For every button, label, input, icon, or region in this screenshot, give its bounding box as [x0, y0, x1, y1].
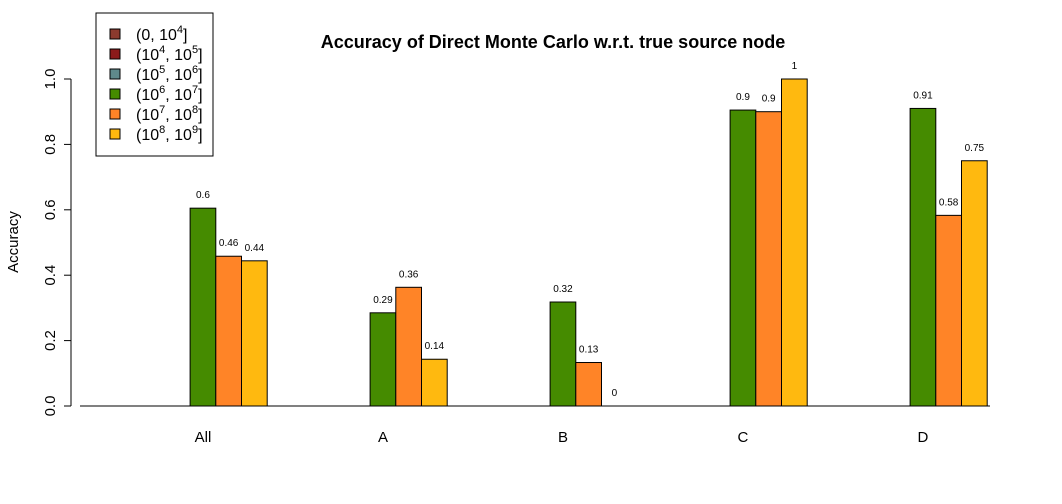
legend-text-part: (10: [136, 67, 159, 84]
bar: [395, 286, 422, 407]
bar-value-label: 0.91: [913, 90, 933, 101]
legend-exponent: 7: [159, 104, 165, 116]
legend-text-part: ]: [198, 127, 202, 144]
bar-value-label: 0.9: [762, 94, 776, 105]
legend-text-part: ]: [198, 87, 202, 104]
bar-value-label: 0.32: [553, 284, 573, 295]
x-tick-label: All: [195, 429, 212, 446]
bar: [909, 107, 937, 407]
bar: [935, 214, 962, 407]
legend-exponent: 7: [192, 84, 198, 96]
bars-group: [189, 78, 988, 407]
legend-swatch: [109, 108, 121, 120]
bar-value-label: 0.36: [399, 269, 419, 280]
x-tick-label: C: [738, 429, 749, 446]
bar-value-label: 0.46: [219, 238, 239, 249]
legend-entry-label: (107, 108]: [136, 104, 203, 124]
legend-swatch: [109, 48, 121, 60]
bar-value-label: 0.14: [425, 341, 445, 352]
x-tick-label: D: [918, 429, 929, 446]
legend-text-part: , 10: [165, 127, 192, 144]
bar: [189, 207, 217, 407]
x-tick-label: A: [378, 429, 388, 446]
legend-text-part: , 10: [165, 107, 192, 124]
legend-text-part: , 10: [165, 87, 192, 104]
bar-value-label: 0.44: [245, 243, 265, 254]
bar-value-label: 1: [792, 61, 798, 72]
y-axis-label: Accuracy: [5, 211, 22, 273]
legend: (0, 104](104, 105](105, 106](106, 107](1…: [95, 12, 214, 157]
legend-entry-label: (105, 106]: [136, 64, 203, 84]
legend-text-part: ]: [198, 47, 202, 64]
bar: [755, 111, 782, 407]
bar: [781, 78, 808, 407]
legend-text-part: (10: [136, 127, 159, 144]
legend-text-part: ]: [183, 27, 187, 44]
bar: [421, 358, 448, 407]
legend-text-part: ]: [198, 107, 202, 124]
legend-entry-label: (104, 105]: [136, 44, 203, 64]
legend-swatch: [109, 68, 121, 80]
legend-text-part: ]: [198, 67, 202, 84]
legend-text-part: (10: [136, 107, 159, 124]
legend-entry-label: (108, 109]: [136, 124, 203, 144]
bar: [241, 260, 268, 407]
legend-text-part: , 10: [165, 67, 192, 84]
bar-value-label: 0: [612, 388, 618, 399]
bar-value-label: 0.13: [579, 345, 599, 356]
bar: [369, 312, 397, 407]
y-tick-label: 0.4: [42, 265, 59, 286]
bar: [215, 255, 243, 407]
legend-exponent: 4: [177, 24, 183, 36]
y-axis: 0.0 0.2 0.4 0.6 0.8 1.0: [42, 69, 72, 417]
legend-swatch: [109, 128, 121, 140]
legend-exponent: 4: [159, 44, 165, 56]
bar-value-label: 0.75: [965, 143, 985, 154]
legend-text-part: (10: [136, 47, 159, 64]
legend-exponent: 6: [159, 84, 165, 96]
bar: [961, 160, 988, 407]
y-tick-label: 1.0: [42, 69, 59, 90]
x-axis: All A B C D: [80, 405, 990, 446]
legend-exponent: 6: [192, 64, 198, 76]
legend-exponent: 5: [159, 64, 165, 76]
bar-value-label: 0.6: [196, 190, 210, 201]
bar-value-label: 0.58: [939, 197, 959, 208]
legend-text-part: (10: [136, 87, 159, 104]
legend-exponent: 8: [192, 104, 198, 116]
legend-entry-label: (0, 104]: [136, 24, 188, 44]
bar: [729, 109, 757, 407]
legend-swatch: [109, 88, 121, 100]
legend-swatch: [109, 28, 121, 40]
legend-entry-label: (106, 107]: [136, 84, 203, 104]
bar: [575, 362, 602, 407]
legend-exponent: 9: [192, 124, 198, 136]
y-tick-label: 0.0: [42, 396, 59, 417]
y-tick-label: 0.6: [42, 199, 59, 220]
bar-value-label: 0.29: [373, 295, 393, 306]
legend-exponent: 5: [192, 44, 198, 56]
legend-text-part: (0, 10: [136, 27, 177, 44]
legend-text-part: , 10: [165, 47, 192, 64]
chart-title: Accuracy of Direct Monte Carlo w.r.t. tr…: [321, 32, 785, 52]
bar-value-label: 0.9: [736, 92, 750, 103]
x-tick-label: B: [558, 429, 568, 446]
y-tick-label: 0.8: [42, 134, 59, 155]
legend-exponent: 8: [159, 124, 165, 136]
bar: [549, 301, 577, 407]
y-tick-label: 0.2: [42, 330, 59, 351]
